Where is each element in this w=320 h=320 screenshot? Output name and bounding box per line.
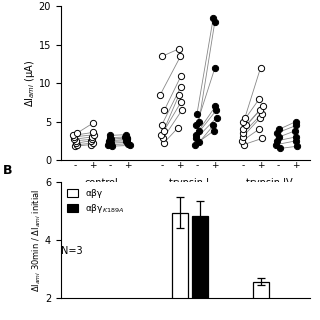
Y-axis label: ΔI$_{ami}$ 30min / ΔI$_{ami}$ initial: ΔI$_{ami}$ 30min / ΔI$_{ami}$ initial	[31, 188, 44, 292]
Bar	[253, 282, 269, 320]
Bar	[172, 212, 188, 320]
Y-axis label: ΔI$_{ami}$ (μA): ΔI$_{ami}$ (μA)	[23, 60, 37, 107]
Bar	[192, 216, 208, 320]
Text: control: control	[84, 179, 118, 188]
Text: trypsin IV: trypsin IV	[246, 179, 293, 188]
Text: B: B	[3, 164, 13, 177]
Legend: αβγ, αβγ$_{K189A}$: αβγ, αβγ$_{K189A}$	[65, 187, 126, 217]
Text: trypsin I: trypsin I	[169, 179, 209, 188]
Text: N=3: N=3	[61, 246, 83, 256]
